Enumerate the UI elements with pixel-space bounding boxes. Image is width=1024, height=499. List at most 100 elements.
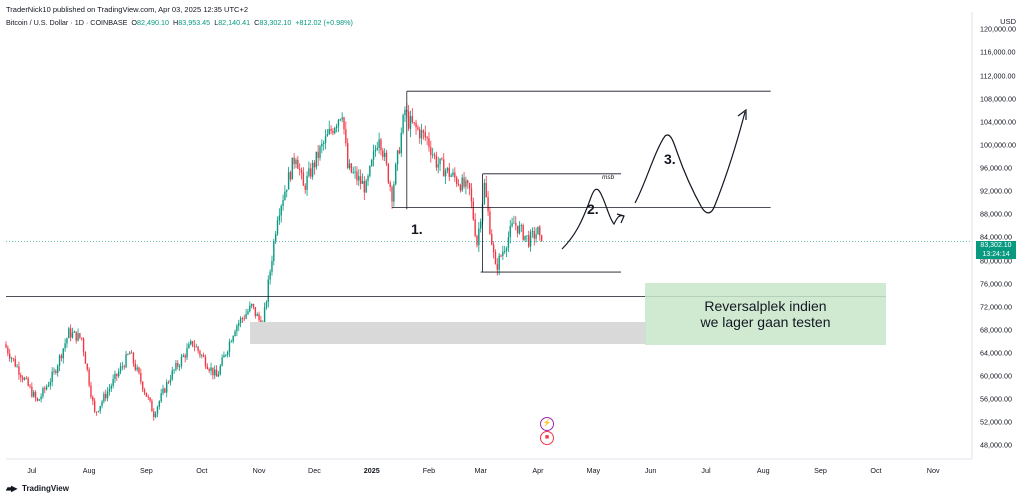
candle-body xyxy=(441,158,443,160)
time-tick-label: Nov xyxy=(252,466,266,475)
candle-body xyxy=(169,379,172,383)
candle-body xyxy=(258,314,260,321)
time-tick-label: Sep xyxy=(139,466,153,475)
candle-body xyxy=(535,234,537,239)
candle-body xyxy=(243,318,245,320)
green-zone-text: Reversalplek indien we lager gaan testen xyxy=(645,298,886,330)
price-tick-label: 116,000.00 xyxy=(980,47,1016,57)
candle-body xyxy=(444,170,447,177)
annotation-msb: msb xyxy=(602,174,615,181)
candle-body xyxy=(385,152,388,164)
candle-body xyxy=(306,175,308,190)
open-value: 82,490.10 xyxy=(137,18,169,27)
price-tick-label: 60,000.00 xyxy=(980,371,1012,381)
time-tick-label: Oct xyxy=(196,466,208,475)
price-tick-label: 100,000.00 xyxy=(980,140,1016,150)
candle-body xyxy=(29,385,31,387)
candle-body xyxy=(165,382,168,393)
candle-body xyxy=(417,127,419,130)
candle-body xyxy=(522,225,524,240)
candle-body xyxy=(256,314,258,317)
candle-body xyxy=(330,128,332,131)
candle-body xyxy=(130,352,133,354)
candle-body xyxy=(125,354,127,368)
candle-body xyxy=(284,191,286,201)
time-tick-label: Aug xyxy=(82,466,96,475)
time-tick-label: Sep xyxy=(814,466,827,475)
candle-body xyxy=(415,122,417,128)
candle-body xyxy=(217,374,220,377)
candle-body xyxy=(326,134,329,137)
candle-body xyxy=(151,400,153,412)
price-tick-label: 76,000.00 xyxy=(980,279,1012,289)
candle-body xyxy=(239,318,242,323)
candle-body xyxy=(180,356,183,367)
time-tick-label: Oct xyxy=(870,466,882,475)
candle-body xyxy=(334,128,336,134)
flag-event-icon[interactable]: ■ xyxy=(540,431,554,445)
candle-body xyxy=(282,200,284,206)
candle-body xyxy=(40,396,42,400)
candle-body xyxy=(382,150,384,157)
candle-body xyxy=(154,413,157,417)
candle-body xyxy=(503,251,506,252)
candle-body xyxy=(138,367,140,374)
candle-body xyxy=(106,391,109,399)
candle-body xyxy=(90,385,92,397)
candle-body xyxy=(193,345,196,347)
price-tick-label: 52,000.00 xyxy=(980,417,1012,427)
lightning-event-icon[interactable]: ⚡ xyxy=(540,417,554,431)
candle-body xyxy=(57,366,59,374)
candle-body xyxy=(396,150,399,165)
price-tick-label: 56,000.00 xyxy=(980,394,1012,404)
candle-body xyxy=(73,331,76,333)
grey-support-zone xyxy=(250,322,646,344)
candle-body xyxy=(123,366,125,368)
candle-body xyxy=(474,219,476,236)
candle-body xyxy=(328,128,330,135)
candle-body xyxy=(376,147,378,150)
candle-body xyxy=(186,348,188,358)
candle-body xyxy=(354,171,356,173)
candle-body xyxy=(413,122,415,124)
candle-body xyxy=(190,341,192,345)
candle-body xyxy=(156,406,159,414)
candle-body xyxy=(492,244,495,253)
candle-body xyxy=(335,126,338,129)
candle-body xyxy=(322,142,325,144)
publisher-line: TraderNick10 published on TradingView.co… xyxy=(6,5,249,14)
candle-body xyxy=(82,338,85,353)
candle-body xyxy=(443,159,445,177)
price-tick-label: 84,000.00 xyxy=(980,232,1012,242)
candle-body xyxy=(463,177,465,187)
symbol-line[interactable]: Bitcoin / U.S. Dollar · 1D · COINBASE xyxy=(6,18,128,27)
tradingview-logo[interactable]: ▰▶ TradingView xyxy=(6,484,69,493)
candle-body xyxy=(14,358,16,367)
candle-body xyxy=(400,132,402,154)
high-value: 83,953.45 xyxy=(178,18,211,27)
candle-body xyxy=(188,344,190,349)
candle-body xyxy=(223,355,225,358)
price-tick-label: 92,000.00 xyxy=(980,186,1012,196)
candle-body xyxy=(313,162,316,168)
candle-body xyxy=(478,228,480,246)
candle-body xyxy=(348,163,351,169)
candle-body xyxy=(437,164,439,168)
candle-body xyxy=(308,168,310,176)
candle-body xyxy=(356,171,358,181)
candle-body xyxy=(513,222,515,224)
last-price-tag: 83,302.10 xyxy=(976,241,1016,250)
candle-body xyxy=(311,162,314,177)
candle-body xyxy=(58,355,61,367)
candle-body xyxy=(140,373,142,382)
candle-body xyxy=(153,411,155,417)
candle-body xyxy=(129,352,131,355)
currency-label[interactable]: USD xyxy=(1000,17,1016,26)
time-tick-label: Jul xyxy=(27,466,37,475)
close-value: 83,302.10 xyxy=(259,18,292,27)
candle-body xyxy=(5,344,7,348)
candle-body xyxy=(167,382,170,384)
candle-body xyxy=(526,235,528,237)
candle-body xyxy=(225,354,227,356)
